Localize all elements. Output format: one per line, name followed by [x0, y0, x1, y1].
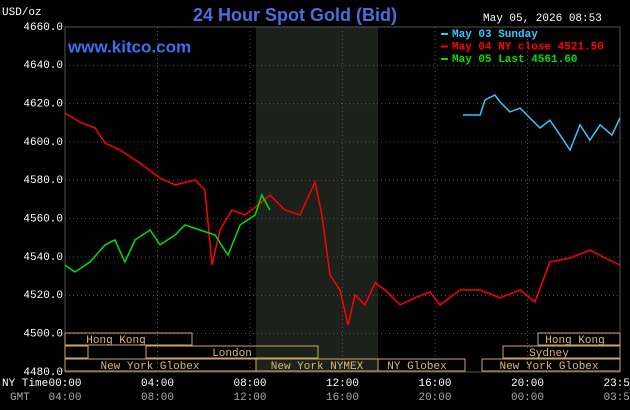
session-label: New York NYMEX: [271, 361, 364, 373]
timestamp: May 05, 2026 08:53: [483, 13, 602, 25]
nymex-shade: [256, 27, 378, 372]
session-box: [64, 332, 193, 346]
x2-tick-label: 08:00: [141, 392, 174, 404]
x-tick-label: 12:00: [326, 378, 359, 390]
x-tick-label: 00:00: [48, 378, 81, 390]
y-tick-label: 4500.0: [23, 329, 63, 341]
session-label: Hong Kong: [545, 335, 604, 347]
session-box: [64, 345, 89, 359]
y-tick-label: 4640.0: [23, 60, 63, 72]
y-axis-label: USD/oz: [2, 7, 42, 19]
x-tick-label: 08:00: [233, 378, 266, 390]
x2-tick-label: 16:00: [326, 392, 359, 404]
x2-tick-label: 12:00: [233, 392, 266, 404]
grid: [64, 26, 621, 373]
session-label: London: [212, 348, 252, 360]
session-label: Sydney: [529, 348, 569, 360]
legend-entry: May 05 Last 4561.60: [452, 54, 577, 66]
session-label: Hong Kong: [86, 335, 145, 347]
session-label: New York Globex: [499, 361, 598, 373]
y-tick-label: 4560.0: [23, 214, 63, 226]
chart-title: 24 Hour Spot Gold (Bid): [193, 5, 397, 25]
price-line: [463, 94, 621, 152]
y-tick-label: 4600.0: [23, 137, 63, 149]
price-line: [64, 193, 271, 273]
legend-entry: May 04 NY close 4521.50: [452, 41, 604, 53]
session-box: [502, 345, 621, 359]
y-tick-label: 4480.0: [23, 367, 63, 379]
x-tick-label: 16:00: [418, 378, 451, 390]
x-tick-label: 23:59: [603, 378, 630, 390]
y-tick-label: 4540.0: [23, 252, 63, 264]
x2-tick-label: 03:59: [603, 392, 630, 404]
sessions: Hong Kong Hong Kong London Sydney New Yo…: [64, 332, 621, 373]
session-box: [481, 358, 621, 372]
legend-entry: May 03 Sunday: [452, 29, 538, 41]
y-tick-label: 4580.0: [23, 175, 63, 187]
price-line: [64, 112, 621, 326]
x2-tick-label: 20:00: [418, 392, 451, 404]
x2-axis-label: GMT: [10, 392, 30, 404]
session-label: NY Globex: [387, 361, 447, 373]
y-tick-label: 4620.0: [23, 99, 63, 111]
x-tick-label: 20:00: [511, 378, 544, 390]
x-tick-label: 04:00: [141, 378, 174, 390]
x-axis-label: NY Time: [2, 378, 48, 390]
session-box: [377, 358, 466, 372]
x2-tick-label: 00:00: [511, 392, 544, 404]
x2-tick-label: 04:00: [48, 392, 81, 404]
session-box: [145, 345, 319, 359]
session-box: [537, 332, 621, 346]
site-url: www.kitco.com: [67, 37, 191, 56]
y-tick-label: 4520.0: [23, 290, 63, 302]
session-label: New York Globex: [100, 361, 199, 373]
y-tick-label: 4660.0: [23, 22, 63, 34]
